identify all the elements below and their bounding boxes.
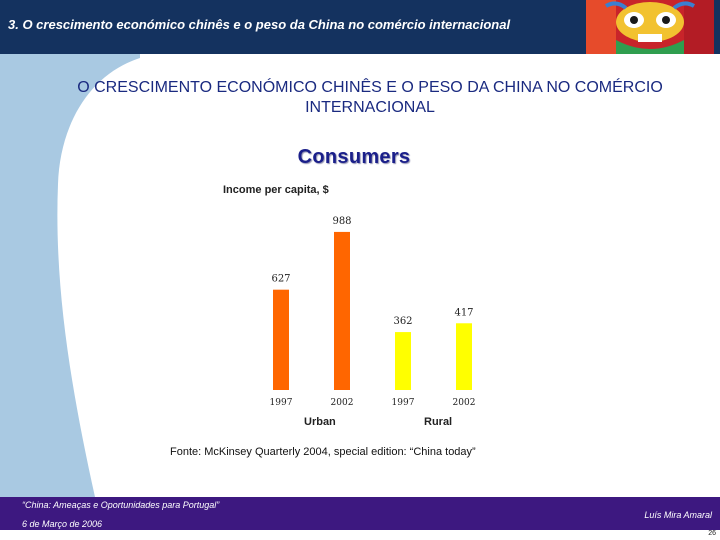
tick-label-2: 1997: [392, 398, 415, 408]
bar-2: [395, 332, 411, 390]
data-label-3: 417: [454, 307, 473, 318]
bar-3: [456, 323, 472, 390]
bar-1: [334, 231, 350, 390]
footer-presentation-title: “China: Ameaças e Oportunidades para Por…: [22, 500, 220, 510]
header-title: 3. O crescimento económico chinês e o pe…: [8, 17, 511, 32]
chinese-lion-mask-icon: [586, 0, 714, 54]
page-number: 26: [708, 530, 716, 537]
footer-author: Luís Mira Amaral: [644, 510, 712, 520]
footer-bar: [0, 497, 720, 530]
group-label-rural: Rural: [424, 416, 453, 428]
footer-date: 6 de Março de 2006: [22, 519, 103, 529]
data-label-1: 988: [332, 216, 351, 227]
tick-label-0: 1997: [270, 398, 293, 408]
chart-title: Income per capita, $: [223, 184, 329, 196]
main-title: O CRESCIMENTO ECONÓMICO CHINÊS E O PESO …: [77, 79, 663, 116]
data-label-2: 362: [393, 316, 412, 327]
data-label-0: 627: [271, 274, 290, 285]
group-label-urban: Urban: [304, 416, 336, 428]
section-title: Consumers: [297, 146, 411, 168]
tick-label-3: 2002: [453, 398, 476, 408]
background-curve: [0, 54, 140, 497]
source-note: Fonte: McKinsey Quarterly 2004, special …: [170, 446, 476, 458]
bar-0: [273, 289, 289, 390]
tick-label-1: 2002: [331, 398, 354, 408]
